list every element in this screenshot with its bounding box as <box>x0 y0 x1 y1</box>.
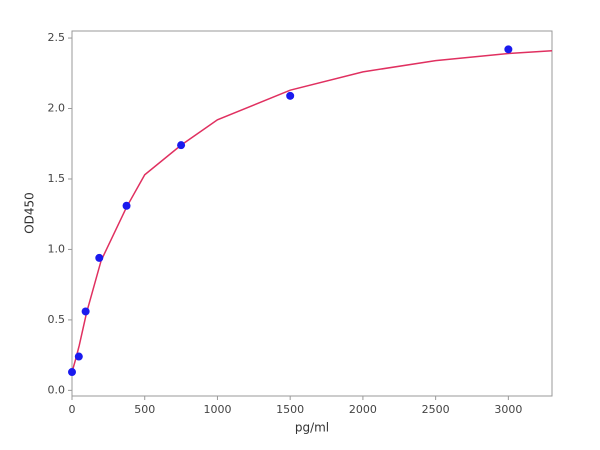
data-point <box>81 307 90 316</box>
x-tick-label: 3000 <box>494 403 522 416</box>
data-point <box>177 141 186 150</box>
y-axis-title: OD450 <box>23 192 37 234</box>
data-point <box>122 201 131 210</box>
x-tick-label: 0 <box>69 403 76 416</box>
y-tick-label: 0.5 <box>48 313 66 326</box>
y-tick-label: 1.5 <box>48 172 66 185</box>
fit-curve <box>71 49 553 373</box>
x-tick-label: 2500 <box>422 403 450 416</box>
data-point <box>504 45 513 54</box>
data-point <box>68 368 76 377</box>
y-tick-label: 2.0 <box>48 102 66 115</box>
data-point <box>95 253 104 262</box>
x-tick-label: 1500 <box>276 403 304 416</box>
x-tick-label: 2000 <box>349 403 377 416</box>
y-tick-label: 1.0 <box>48 242 66 255</box>
y-tick-label: 2.5 <box>48 31 66 44</box>
data-point <box>286 91 295 100</box>
x-tick-label: 1000 <box>203 403 231 416</box>
x-axis-title: pg/ml <box>295 421 329 435</box>
data-point <box>74 352 83 361</box>
x-tick-label: 500 <box>134 403 155 416</box>
plot-frame <box>71 30 553 397</box>
y-tick-label: 0.0 <box>48 383 66 396</box>
